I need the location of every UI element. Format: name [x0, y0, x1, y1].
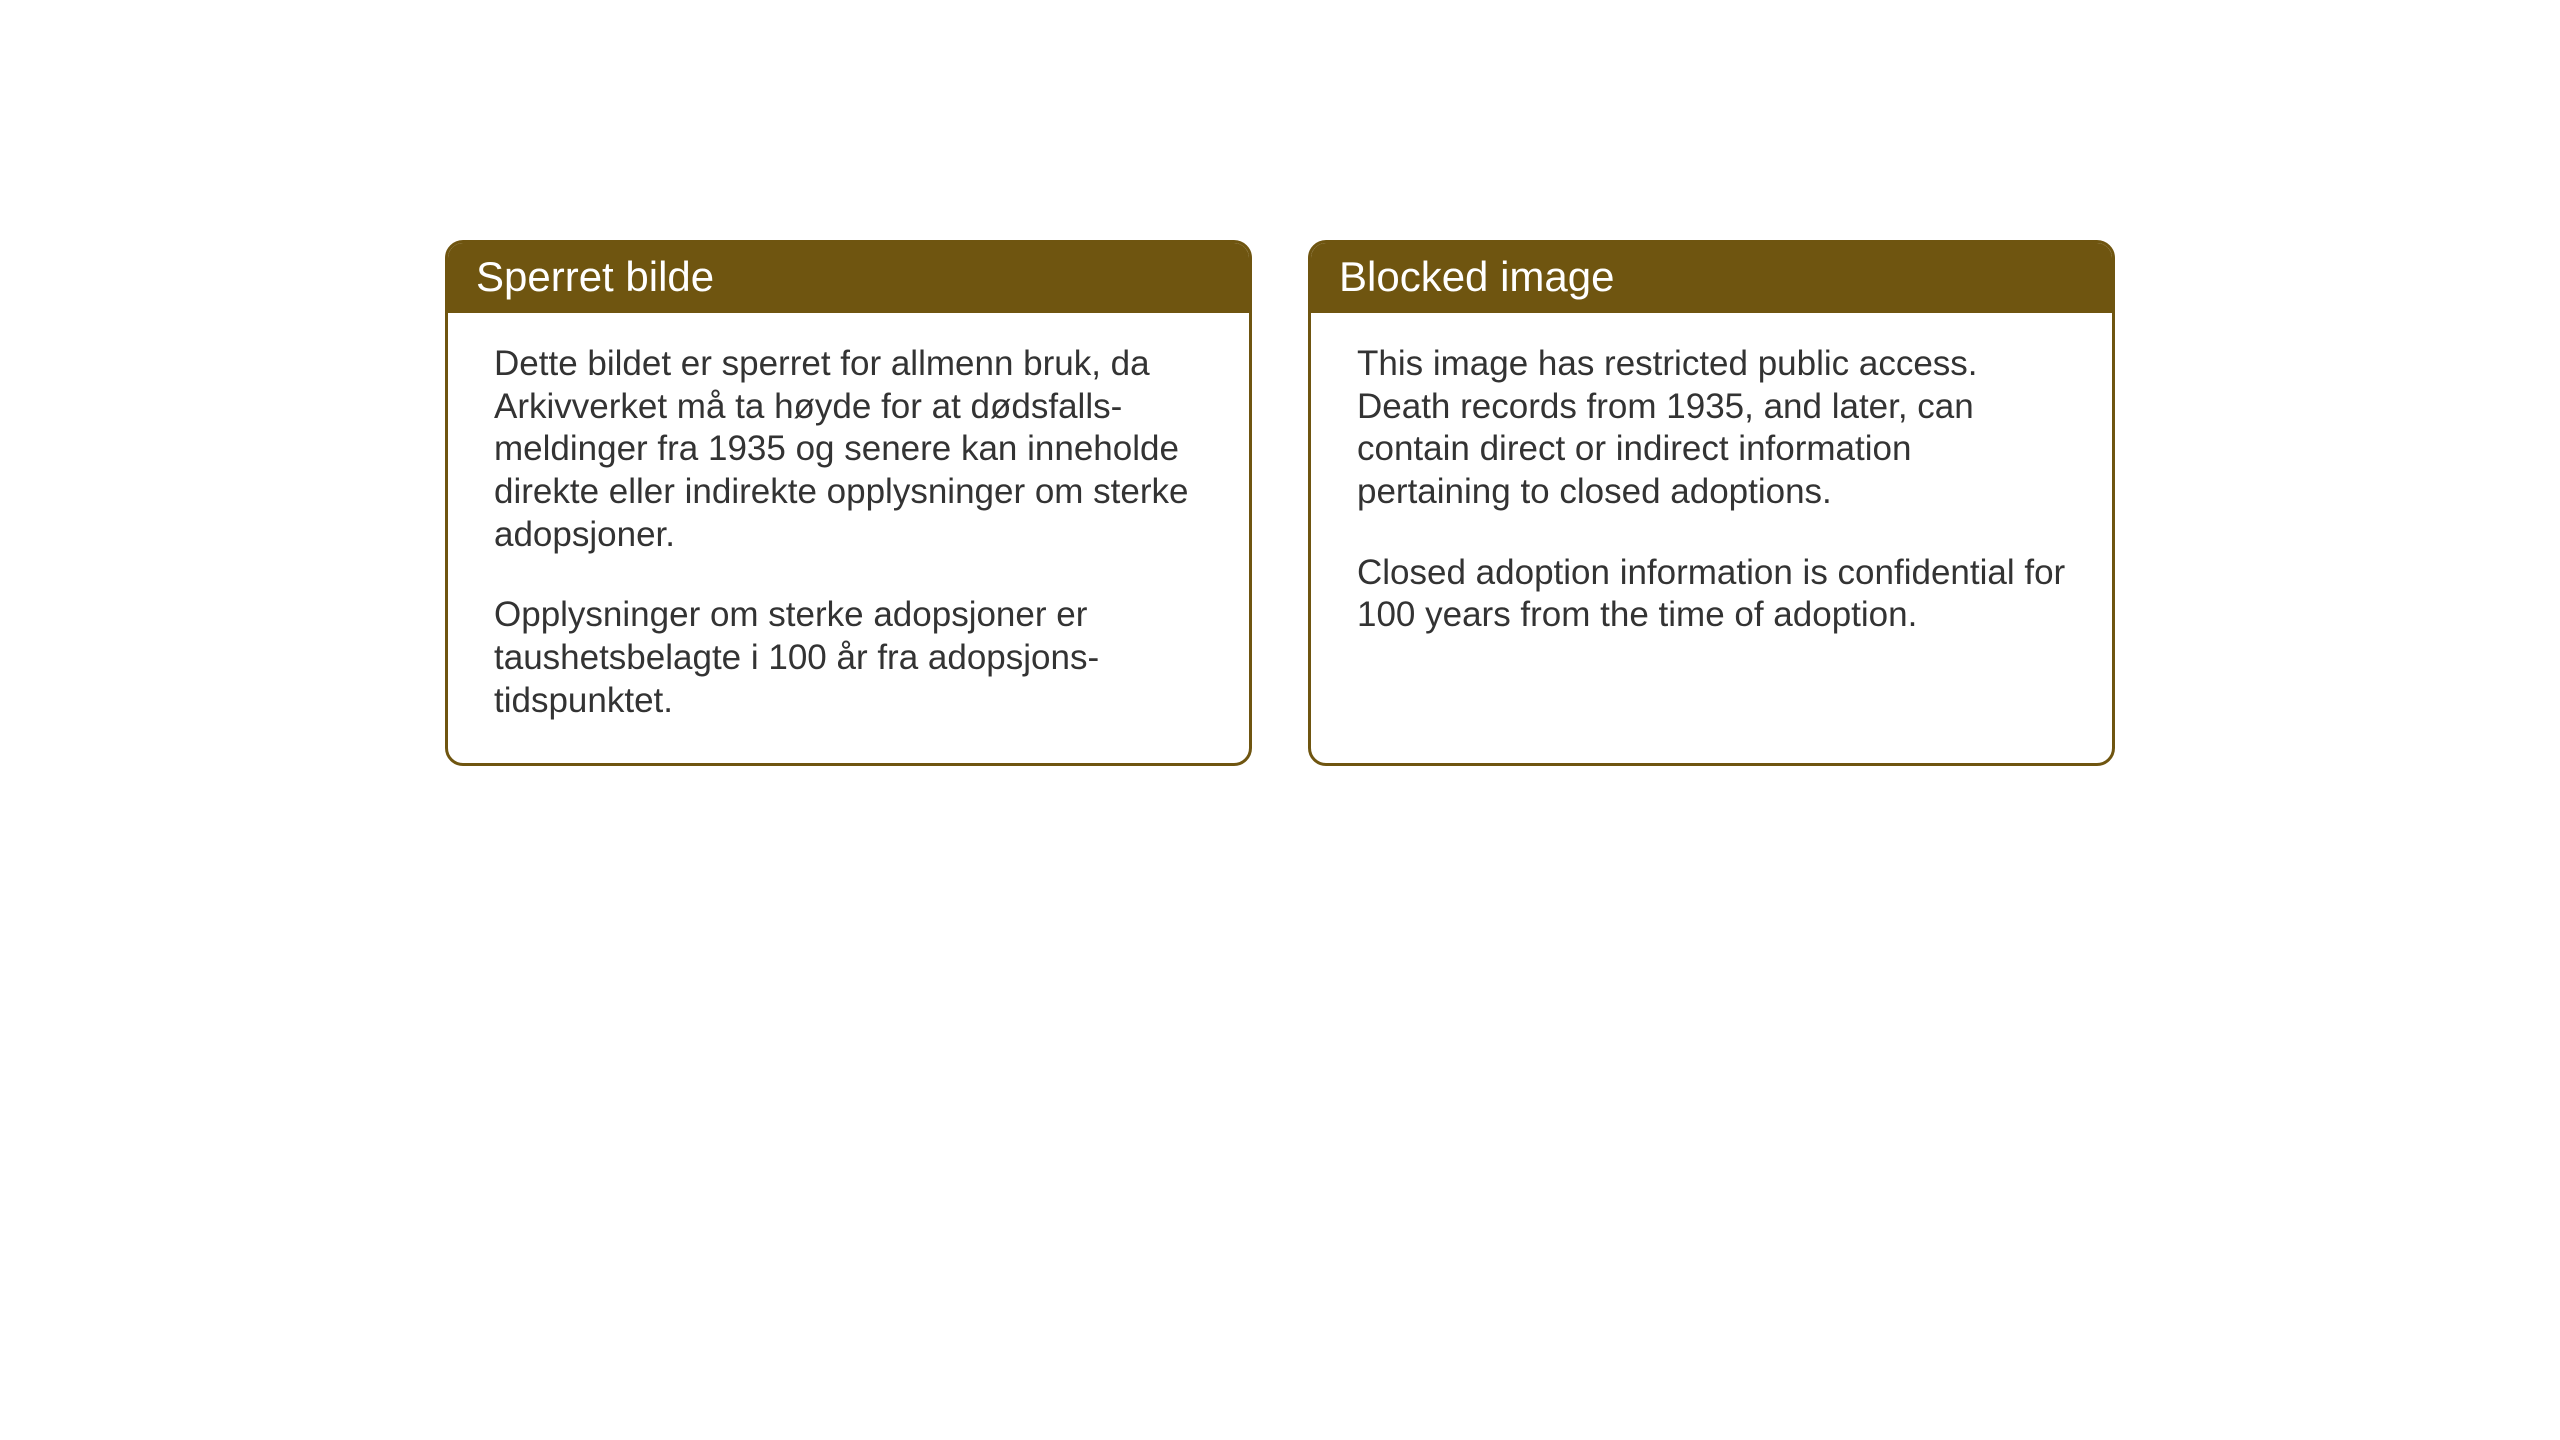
notice-card-english: Blocked image This image has restricted …	[1308, 240, 2115, 766]
notice-card-norwegian: Sperret bilde Dette bildet er sperret fo…	[445, 240, 1252, 766]
notice-paragraph: Closed adoption information is confident…	[1357, 552, 2066, 637]
notice-paragraph: This image has restricted public access.…	[1357, 343, 2066, 514]
notice-paragraph: Opplysninger om sterke adopsjoner er tau…	[494, 594, 1203, 722]
notice-container: Sperret bilde Dette bildet er sperret fo…	[445, 240, 2115, 766]
notice-card-header: Blocked image	[1311, 243, 2112, 313]
notice-card-body: This image has restricted public access.…	[1311, 313, 2112, 677]
notice-card-body: Dette bildet er sperret for allmenn bruk…	[448, 313, 1249, 763]
notice-card-header: Sperret bilde	[448, 243, 1249, 313]
notice-title: Sperret bilde	[476, 253, 714, 300]
notice-paragraph: Dette bildet er sperret for allmenn bruk…	[494, 343, 1203, 556]
notice-title: Blocked image	[1339, 253, 1614, 300]
